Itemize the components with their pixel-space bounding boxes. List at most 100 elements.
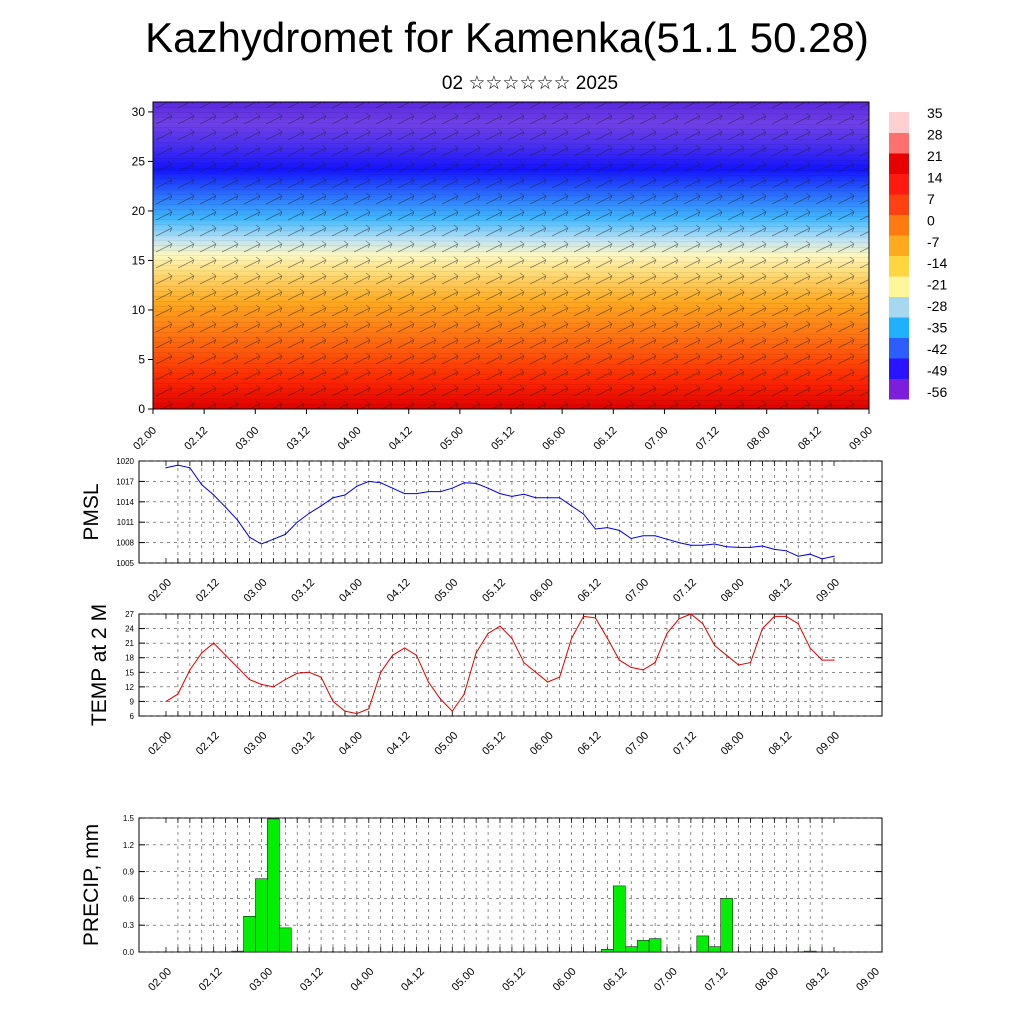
colorbar-swatch [889,378,909,400]
pmsl-point [320,505,322,507]
temp-2m-point [427,681,430,683]
colorbar-label: -42 [927,341,947,357]
pmsl-point [606,527,608,529]
heatmap-panel: 0 5 10 15 20 25 30 02.00 02.12 03.00 03.12 04.00 04.… [131,101,875,453]
pmsl-point [332,497,334,499]
precip-panel: 0.0 0.3 0.6 0.9 1.2 1.5 02.00 02.12 03.00 03.12 04… [80,814,883,994]
precip-x-tick-label: 07.12 [702,966,730,994]
colorbar-swatch [889,317,909,338]
precip-y-tick-label: 1.2 [123,841,135,850]
temp-2m-x-tick-label: 02.12 [194,730,222,758]
temp-2m-x-tick-label: 08.00 [719,730,747,758]
temp-2m-x-tick-label: 07.12 [671,730,699,758]
temp-2m-point [475,652,477,654]
temp-2m-point [332,700,334,703]
temp-2m-point [320,676,322,678]
temp-2m-y-tick-label: 27 [125,610,134,619]
colorbar-swatch [889,296,909,318]
temp-2m-point [785,615,787,618]
precip-x-tick-label: 02.00 [146,966,174,994]
pmsl-point [833,555,835,557]
temp-2m-x-tick-label: 08.12 [766,730,794,758]
pmsl-point [642,535,644,537]
temp-2m-x-tick-label: 03.12 [289,730,317,758]
temp-2m-y-tick-label: 6 [130,712,135,721]
colorbar-swatch [889,153,909,174]
heatmap-x-tick-label: 03.00 [233,425,261,453]
pmsl-point [451,487,453,489]
heatmap-y-tick-label: 10 [132,303,146,317]
temp-2m-point [654,661,656,664]
temp-2m-point [296,672,298,674]
temp-2m-point [403,647,406,649]
colorbar-label: 28 [927,126,943,142]
temp-2m-point [678,618,680,620]
pmsl-point [523,493,525,495]
precip-bar [625,946,638,953]
precip-y-tick-label: 0.3 [123,921,135,930]
pmsl-x-tick-label: 07.00 [623,577,651,605]
temp-2m-point [380,671,382,673]
temp-2m-point [451,710,453,712]
page-subtitle: 02 ☆☆☆☆☆☆ 2025 [441,73,619,94]
precip-bar [648,938,662,953]
temp-2m-point [618,659,620,661]
temp-2m-point [714,644,716,647]
temp-2m-point [189,669,191,671]
temp-2m-point [499,625,501,627]
temp-2m-point [177,693,179,695]
pmsl-x-tick-label: 05.12 [480,577,508,605]
temp-2m-point [630,666,632,669]
colorbar-label: 35 [927,105,943,121]
temp-2m-point [821,659,823,661]
temp-2m-point [308,671,310,673]
temp-2m-point [833,659,835,661]
temp-2m-point [392,654,394,656]
temp-2m-x-tick-label: 05.12 [480,730,508,758]
temp-2m-point [606,637,608,639]
temp-2m-point [368,708,370,710]
precip-x-tick-label: 02.12 [197,966,225,994]
pmsl-y-tick-label: 1017 [116,477,134,486]
temp-2m-point [248,678,251,681]
precip-bar [636,940,650,953]
pmsl-point [225,506,227,508]
pmsl-x-tick-label: 09.00 [814,577,842,605]
pmsl-point [809,553,811,555]
colorbar-swatch [889,194,909,215]
colorbar-label: -49 [927,363,947,379]
pmsl-y-tick-label: 1020 [116,457,134,466]
temp-panel: 6 9 12 15 18 21 24 27 02.00 02.12 03.00 03.12 04.00 0… [88,604,883,758]
pmsl-point [570,505,573,507]
precip-y-axis-label: PRECIP, mm [80,824,103,946]
temp-2m-point [666,632,668,635]
pmsl-x-tick-label: 08.12 [766,577,794,605]
temp-2m-point [559,676,561,678]
pmsl-point [165,467,167,469]
pmsl-point [797,555,799,557]
colorbar-swatch [889,173,909,195]
pmsl-point [559,497,561,499]
temp-2m-point [737,664,740,666]
precip-y-tick-label: 0.6 [123,894,135,903]
pmsl-point [737,546,740,548]
pmsl-point [630,537,632,540]
precip-bar [267,818,280,953]
precip-x-tick-label: 07.00 [652,966,680,994]
heatmap-x-tick-label: 08.12 [796,425,824,453]
pmsl-y-tick-label: 1008 [116,539,134,548]
temp-2m-frame [138,613,883,717]
temp-2m-point [260,683,263,686]
temp-2m-point [690,613,692,615]
pmsl-point [487,487,489,489]
colorbar-label: -56 [927,384,947,400]
pmsl-point [427,491,430,493]
temp-2m-point [797,623,799,625]
pmsl-point [463,482,465,484]
precip-bar [803,950,817,953]
pmsl-point [308,512,310,514]
pmsl-point [618,529,620,531]
heatmap-y-tick-label: 30 [132,105,146,119]
temp-2m-point [201,652,203,654]
wind-barbs [153,102,869,409]
